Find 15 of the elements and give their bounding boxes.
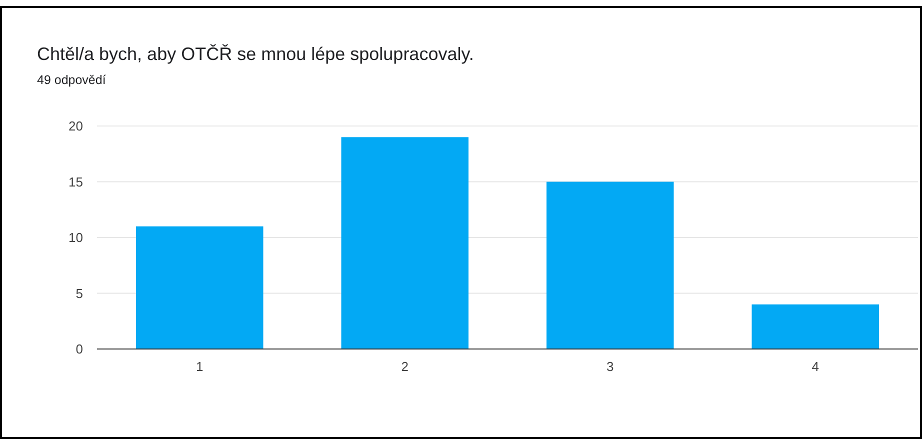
x-tick-label: 2 xyxy=(401,359,408,374)
bar xyxy=(341,137,468,349)
x-tick-label: 3 xyxy=(606,359,614,374)
y-tick-label: 20 xyxy=(68,118,83,134)
bar xyxy=(546,182,674,349)
chart-subtitle: 49 odpovědí xyxy=(37,73,106,87)
chart-title: Chtěl/a bych, aby OTČŘ se mnou lépe spolupracovaly. xyxy=(37,44,474,64)
y-tick-label: 5 xyxy=(76,286,83,301)
y-tick-label: 15 xyxy=(68,174,83,190)
y-tick-label: 0 xyxy=(76,342,83,357)
x-tick-label: 1 xyxy=(196,359,204,374)
bar xyxy=(752,304,879,349)
y-tick-label: 10 xyxy=(68,230,83,246)
bar xyxy=(136,226,264,349)
x-tick-label: 4 xyxy=(812,359,819,374)
